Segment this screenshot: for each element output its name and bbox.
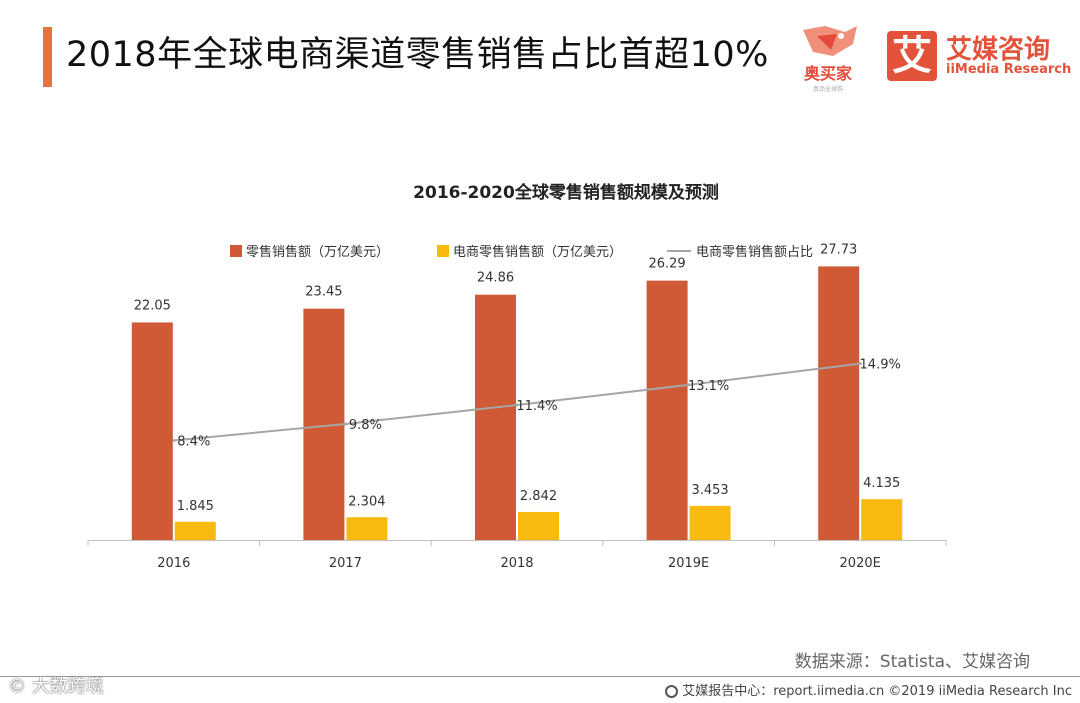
ecommerce-bar-label-2017: 2.304 [348, 494, 385, 509]
legend-swatch-0 [230, 245, 242, 257]
ecommerce-bar-2019E [689, 505, 731, 540]
data-source: 数据来源：Statista、艾媒咨询 [794, 652, 1030, 672]
x-tick-label-2016: 2016 [157, 556, 190, 571]
ecommerce-share-point-2016 [172, 439, 176, 443]
iimedia-logo-en: iiMedia Research [946, 62, 1072, 77]
iimedia-logo: 艾 艾媒咨询 iiMedia Research [887, 31, 1071, 83]
ecommerce-share-label-2019E: 13.1% [688, 379, 729, 394]
iimedia-logo-cn: 艾媒咨询 [946, 35, 1051, 65]
legend-label-2: 电商零售销售额占比 [696, 244, 813, 260]
retail-bar-2019E [646, 280, 688, 540]
legend-label-1: 电商零售销售额（万亿美元） [453, 244, 622, 260]
aomaijia-bird-icon [803, 26, 857, 56]
x-tick-label-2019E: 2019E [668, 556, 709, 571]
globe-icon [665, 685, 679, 698]
x-tick-label-2018: 2018 [500, 556, 533, 571]
ecommerce-bar-2020E [861, 499, 903, 540]
legend-label-0: 零售销售额（万亿美元） [246, 244, 389, 260]
retail-bar-label-2020E: 27.73 [820, 242, 857, 257]
legend-swatch-1 [437, 245, 449, 257]
aomaijia-logo-name: 奥买家 [803, 64, 852, 83]
retail-bar-label-2019E: 26.29 [648, 257, 685, 272]
footer-text: 艾媒报告中心：report.iimedia.cn ©2019 iiMedia R… [682, 684, 1072, 699]
retail-bar-2016 [131, 322, 173, 540]
footer: 艾媒报告中心：report.iimedia.cn ©2019 iiMedia R… [665, 680, 1072, 699]
ecommerce-share-label-2017: 9.8% [349, 418, 382, 433]
ecommerce-bar-label-2018: 2.842 [520, 489, 557, 504]
ecommerce-bar-label-2016: 1.845 [177, 499, 214, 514]
ecommerce-share-label-2020E: 14.9% [860, 358, 901, 373]
ecommerce-share-label-2016: 8.4% [177, 435, 210, 450]
x-tick-label-2017: 2017 [329, 556, 362, 571]
chart-title: 2016-2020全球零售销售额规模及预测 [413, 182, 719, 203]
ecommerce-share-point-2018 [515, 403, 519, 407]
ecommerce-bar-label-2020E: 4.135 [863, 476, 900, 491]
page-title: 2018年全球电商渠道零售销售占比首超10% [66, 35, 769, 75]
ecommerce-bar-2018 [518, 511, 559, 540]
retail-bar-label-2016: 22.05 [134, 298, 171, 313]
ecommerce-share-label-2018: 11.4% [516, 399, 557, 414]
retail-bar-2020E [818, 266, 860, 540]
aomaijia-logo: 奥买家 真品全球购 [795, 22, 865, 94]
title-accent-bar [43, 27, 52, 87]
retail-bar-label-2018: 24.86 [477, 271, 514, 286]
ecommerce-bar-2017 [346, 517, 388, 540]
iimedia-logo-mark: 艾 [887, 31, 937, 81]
ecommerce-bar-2016 [174, 521, 216, 540]
ecommerce-bar-label-2019E: 3.453 [691, 483, 728, 498]
ecommerce-share-point-2019E [687, 383, 691, 387]
ecommerce-share-point-2020E [858, 362, 862, 366]
ecommerce-share-point-2017 [343, 422, 347, 426]
footer-divider [0, 676, 1080, 677]
aomaijia-logo-slogan: 真品全球购 [812, 86, 843, 93]
watermark: © 大数跨境 [8, 676, 104, 697]
retail-bar-label-2017: 23.45 [305, 285, 342, 300]
x-tick-label-2020E: 2020E [840, 556, 881, 571]
retail-bar-2018 [475, 294, 516, 540]
